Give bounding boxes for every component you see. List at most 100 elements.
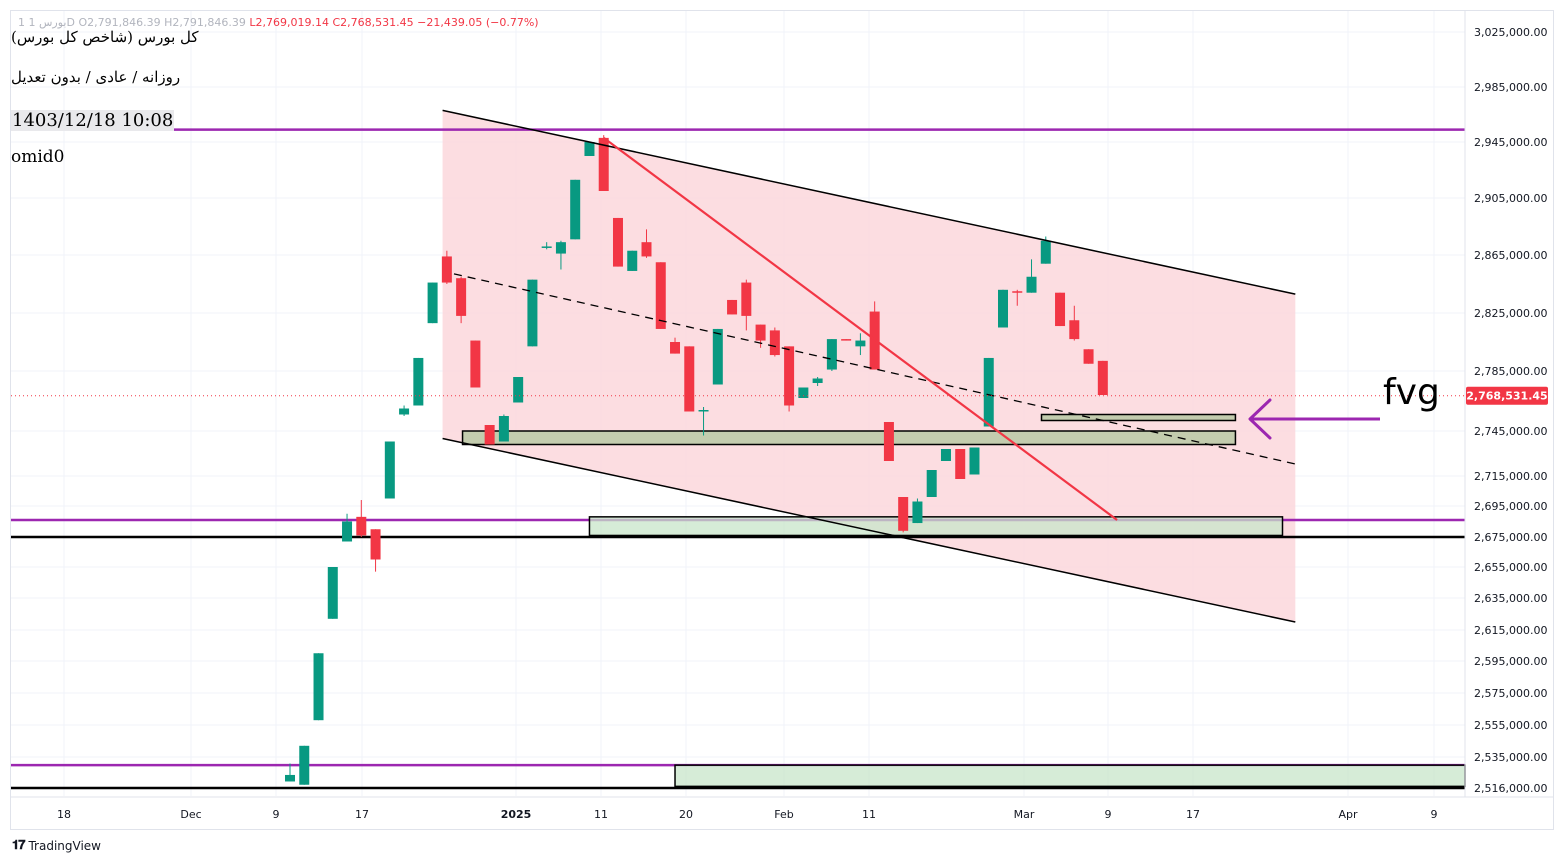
y-tick-label: 2,825,000.00	[1474, 307, 1547, 320]
demand-zone-box	[588, 516, 1284, 537]
candle-body	[940, 449, 951, 461]
candle-body	[1055, 292, 1066, 327]
candle-body	[826, 339, 837, 370]
candle-body	[926, 470, 937, 497]
candle-body	[1026, 276, 1037, 293]
change-value: −21,439.05 (−0.77%)	[417, 16, 539, 29]
candle-body	[413, 357, 424, 406]
candle-body	[969, 447, 980, 475]
candle-body	[998, 289, 1008, 328]
candle-body	[1040, 240, 1051, 264]
y-tick-label: 2,516,000.00	[1474, 782, 1547, 795]
candle-body	[741, 282, 752, 316]
candle-body	[541, 246, 552, 248]
x-tick-label: 11	[862, 808, 876, 821]
candle-body	[655, 262, 666, 329]
channel-lower-line	[442, 437, 1296, 623]
candle-body	[670, 342, 681, 354]
candle-body	[498, 416, 509, 442]
candle-body	[1097, 360, 1108, 395]
y-tick-label: 2,745,000.00	[1474, 425, 1547, 438]
candle-body	[727, 299, 738, 315]
demand-zone-box	[674, 764, 1466, 788]
candle-body	[1012, 291, 1023, 293]
candle-body	[784, 346, 795, 406]
y-tick-label: 2,785,000.00	[1474, 365, 1547, 378]
candle-body	[812, 378, 823, 383]
candle-body	[399, 408, 410, 415]
low-value: L2,769,019.14	[249, 16, 329, 29]
x-tick-label: Dec	[180, 808, 201, 821]
candle-body	[570, 179, 581, 240]
last-price-badge	[1466, 386, 1548, 405]
y-tick-label: 2,595,000.00	[1474, 655, 1547, 668]
x-tick-label: 9	[1105, 808, 1112, 821]
candle-body	[798, 387, 809, 398]
open-value: O2,791,846.39	[78, 16, 161, 29]
fvg-annotation-label: fvg	[1383, 372, 1440, 413]
candle-body	[841, 339, 852, 341]
y-tick-label: 2,675,000.00	[1474, 531, 1547, 544]
candle-body	[898, 497, 909, 531]
candle-body	[912, 501, 923, 524]
y-tick-label: 2,655,000.00	[1474, 561, 1547, 574]
y-tick-label: 2,695,000.00	[1474, 500, 1547, 513]
candle-body	[313, 653, 324, 721]
chart-datetime: 1403/12/18 10:08	[11, 110, 175, 131]
candle-body	[955, 449, 966, 479]
candle-body	[441, 256, 452, 283]
x-tick-label: 9	[1431, 808, 1438, 821]
candle-body	[384, 441, 395, 499]
x-tick-label: 18	[57, 808, 71, 821]
candle-body	[627, 250, 638, 271]
x-axis: 18 Dec 9 17 2025 11 20 Feb 11 Mar 9 17 Apr 9	[57, 808, 1438, 821]
tradingview-brand: TradingView	[28, 838, 101, 853]
x-tick-label: Feb	[774, 808, 793, 821]
y-axis: 3,025,000.00 2,985,000.00 2,945,000.00 2,90…	[1474, 26, 1547, 795]
candle-body	[1069, 320, 1080, 340]
y-tick-label: 2,715,000.00	[1474, 470, 1547, 483]
last-price-label: 2,768,531.45	[1466, 390, 1547, 403]
candle-body	[370, 529, 381, 560]
x-tick-label: 9	[273, 808, 280, 821]
ohlc-legend: 1 بورس 1D O2,791,846.39 H2,791,846.39 L2…	[18, 16, 539, 29]
candle-body	[342, 521, 353, 542]
chart-title: کل بورس (شاخص کل بورس)	[11, 28, 199, 46]
y-tick-label: 2,905,000.00	[1474, 192, 1547, 205]
candle-body	[527, 279, 538, 347]
candle-body	[427, 282, 438, 324]
tradingview-footer[interactable]: 𝟏𝟕 TradingView	[12, 838, 101, 853]
candle-body	[299, 745, 310, 785]
x-tick-label: 20	[679, 808, 693, 821]
x-tick-label: 17	[1186, 808, 1200, 821]
candle-body	[684, 346, 695, 412]
symbol-label: 1 بورس 1D	[18, 16, 75, 29]
high-value: H2,791,846.39	[164, 16, 246, 29]
candle-body	[484, 425, 495, 445]
candle-body	[356, 516, 367, 536]
candle-body	[1083, 349, 1094, 364]
trend-line	[603, 136, 1118, 521]
chart-subtitle: روزانه / عادی / بدون تعدیل	[11, 68, 181, 86]
candle-body	[612, 217, 623, 267]
y-tick-label: 2,865,000.00	[1474, 249, 1547, 262]
y-tick-label: 2,575,000.00	[1474, 687, 1547, 700]
candle-body	[584, 142, 595, 156]
x-tick-label: 11	[594, 808, 608, 821]
candle-body	[983, 357, 994, 427]
y-tick-label: 2,555,000.00	[1474, 719, 1547, 732]
fvg-arrowhead-icon	[1248, 398, 1272, 440]
tradingview-logo-icon: 𝟏𝟕	[12, 838, 26, 853]
chart-author: omid0	[11, 147, 65, 167]
x-tick-label: 17	[355, 808, 369, 821]
candle-body	[513, 377, 524, 403]
candle-body	[470, 340, 481, 388]
x-tick-label: Mar	[1014, 808, 1035, 821]
fvg-zone-box	[1040, 413, 1237, 422]
candle-body	[855, 340, 866, 347]
candle-body	[285, 774, 295, 782]
candle-body	[698, 410, 709, 412]
candle-body	[755, 324, 766, 341]
channel-upper-line	[442, 109, 1296, 295]
